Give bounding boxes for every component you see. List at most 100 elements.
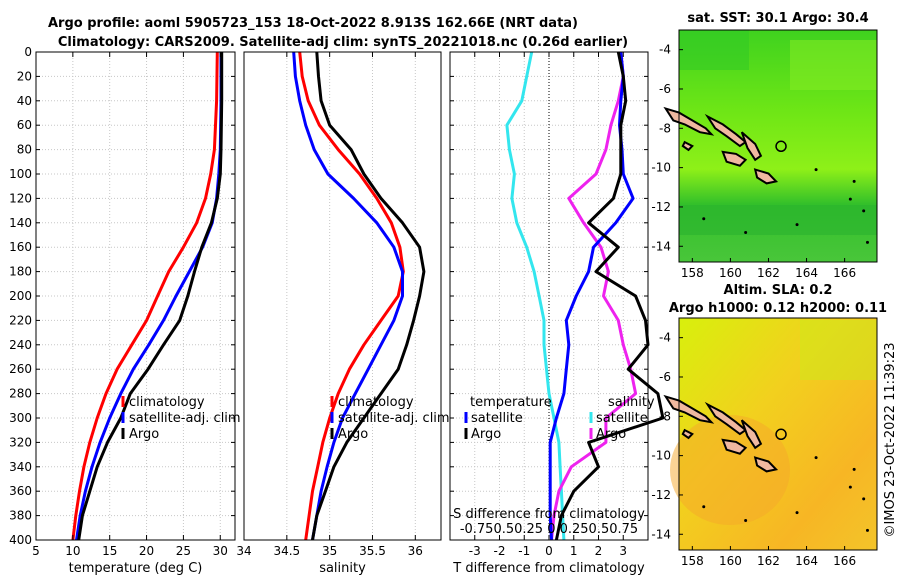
series-line-climatology [71, 51, 219, 541]
islet [795, 223, 799, 227]
y-tick-label: 380 [9, 509, 32, 523]
y-tick-label: 80 [17, 143, 32, 157]
series-line-argo [77, 52, 224, 541]
legend-label-satellite: satellite-adj. clim [338, 411, 450, 426]
x-tick-label: 160 [719, 266, 742, 280]
x-tick-label: 34 [236, 544, 251, 558]
y-tick-label: 320 [9, 435, 32, 449]
sst-patch [679, 205, 877, 235]
sst-map-axes: 158 160 162 164 166 -4 -6 -8 -10 -12 -14 [651, 29, 878, 280]
x-tick-label: 5 [32, 544, 40, 558]
y-tick-label: -10 [651, 449, 671, 463]
series-line-argo [311, 51, 426, 541]
island [704, 113, 748, 148]
x-tick-label: 1 [570, 544, 578, 558]
island [663, 106, 715, 136]
sla-map-title: Altim. SLA: 0.2 [724, 283, 833, 298]
sst-map: 158 160 162 164 166 -4 -6 -8 -10 -12 -14 [651, 29, 878, 280]
x-tick-label: 10 [65, 544, 80, 558]
y-tick-label: 100 [9, 167, 32, 181]
x-tick-label: 160 [719, 554, 742, 568]
x-tick-label: 166 [833, 266, 856, 280]
islet [862, 497, 866, 501]
x-tick-label: 20 [139, 544, 154, 558]
islet [744, 519, 748, 523]
islet [795, 511, 799, 515]
y-tick-label: 0 [24, 45, 32, 59]
island [704, 401, 748, 436]
y-tick-label: 240 [9, 338, 32, 352]
x-tick-label: 164 [795, 554, 818, 568]
series-line-satellite-adj-clim [292, 51, 404, 541]
figure-title-line2: Climatology: CARS2009. Satellite-adj cli… [58, 35, 628, 50]
y-tick-label: 40 [17, 94, 32, 108]
x-tick-label: 162 [757, 266, 780, 280]
islet [848, 485, 852, 489]
x-tick-label: -1 [518, 544, 530, 558]
x-tick-label: -2 [494, 544, 506, 558]
x-tick-label: 35 [322, 544, 337, 558]
y-tick-label: 360 [9, 484, 32, 498]
islet [814, 168, 818, 172]
s-difference-ticklabels: -0.750.50.25 0 0.250.50.75 [460, 522, 638, 537]
y-tick-label: 20 [17, 69, 32, 83]
islet [702, 505, 706, 509]
x-tick-label: 3 [619, 544, 627, 558]
legend-title-salinity: salinity [608, 395, 655, 410]
x-tick-label: 25 [176, 544, 191, 558]
x-tick-label: 162 [757, 554, 780, 568]
legend-label-t-satellite: satellite [471, 411, 523, 426]
y-tick-label: -4 [659, 43, 671, 57]
sst-islands [663, 106, 869, 244]
series-line-salinity-satellite [550, 51, 638, 541]
y-tick-label: -10 [651, 161, 671, 175]
map-frame [678, 317, 878, 551]
legend-label-satellite: satellite-adj. clim [129, 411, 241, 426]
s-difference-label: S difference from climatology [453, 507, 645, 522]
y-tick-label: 400 [9, 533, 32, 547]
profile-location-marker [775, 428, 787, 441]
x-tick-label: 34.5 [273, 544, 300, 558]
x-tick-label: 2 [595, 544, 603, 558]
x-tick-label: 164 [795, 266, 818, 280]
y-tick-label: 280 [9, 387, 32, 401]
x-tick-label: 158 [681, 554, 704, 568]
profile-location-marker [775, 140, 787, 153]
island [721, 438, 748, 455]
y-tick-label: -14 [651, 239, 671, 253]
y-tick-label: 260 [9, 362, 32, 376]
islet [865, 240, 869, 244]
islet [702, 217, 706, 221]
legend-label-climatology: climatology [338, 395, 414, 410]
x-tick-label: 166 [833, 554, 856, 568]
island [681, 428, 694, 440]
island [740, 131, 763, 162]
legend-label-s-satellite: satellite [596, 411, 648, 426]
y-tick-label: -6 [659, 82, 671, 96]
sla-map-axes: 158 160 162 164 166 -4 -6 -8 -10 -12 -14 [651, 317, 878, 568]
islet [848, 197, 852, 201]
y-tick-label: 220 [9, 313, 32, 327]
y-tick-label: 140 [9, 216, 32, 230]
x-tick-label: 15 [102, 544, 117, 558]
y-tick-label: 340 [9, 460, 32, 474]
sla-islands [663, 394, 869, 532]
islet [814, 456, 818, 460]
x-tick-label: -3 [469, 544, 481, 558]
map-frame [678, 29, 878, 263]
y-tick-label: -12 [651, 488, 671, 502]
y-tick-label: -4 [659, 331, 671, 345]
islet [865, 528, 869, 532]
islet [862, 209, 866, 213]
y-tick-label: -8 [659, 121, 671, 135]
plot-frame [243, 51, 442, 541]
sst-patch [790, 40, 877, 90]
legend-label-argo: Argo [338, 427, 368, 442]
y-tick-label: 160 [9, 240, 32, 254]
islet [744, 231, 748, 235]
temperature-legend: climatology satellite-adj. clim Argo [121, 395, 241, 442]
y-tick-label: 60 [17, 118, 32, 132]
series-line-climatology [298, 51, 405, 541]
y-tick-label: -8 [659, 409, 671, 423]
